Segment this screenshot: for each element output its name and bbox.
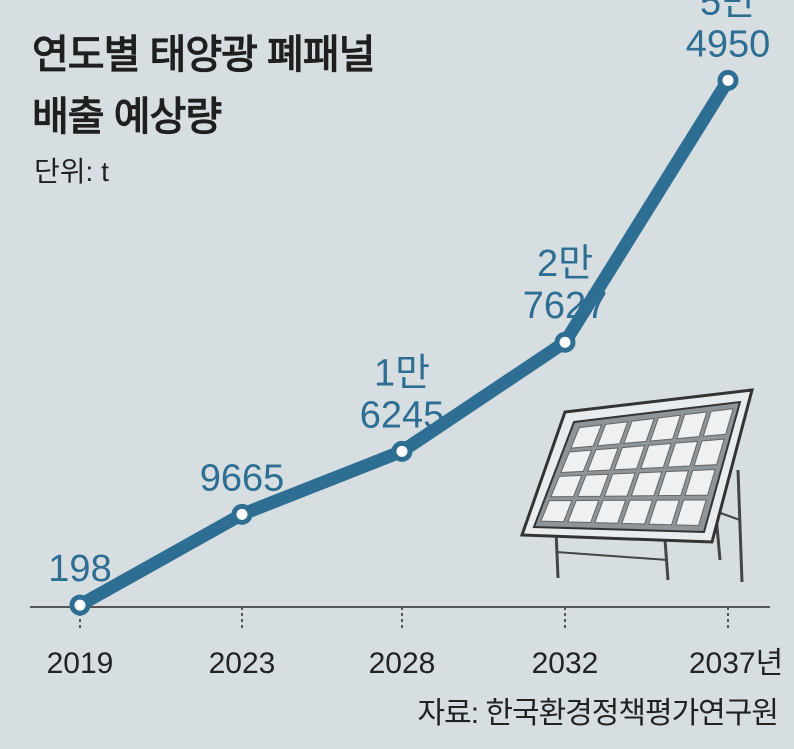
solar-panel-icon xyxy=(519,388,755,583)
data-point xyxy=(554,331,576,353)
solar-cell xyxy=(540,500,573,523)
solar-cell xyxy=(649,414,682,442)
x-tick-label: 2028 xyxy=(369,647,436,680)
data-point xyxy=(717,69,739,91)
solar-cell xyxy=(613,445,646,471)
solar-cell xyxy=(596,421,629,447)
solar-cell xyxy=(640,442,672,469)
solar-cell xyxy=(676,411,708,440)
solar-cell xyxy=(623,417,655,444)
data-label: 7627 xyxy=(523,285,608,327)
solar-cell xyxy=(550,474,583,498)
chart-title-line1: 연도별 태양광 폐패널 xyxy=(32,33,375,77)
solar-cell xyxy=(630,471,663,497)
solar-cell xyxy=(684,469,716,496)
x-tick-label: 2037년 xyxy=(689,647,783,680)
x-tick-label: 2032 xyxy=(532,647,599,680)
data-label: 5만 xyxy=(700,0,756,23)
solar-cell xyxy=(675,499,707,527)
solar-cell xyxy=(693,438,725,467)
solar-cell xyxy=(702,408,734,437)
data-label: 2만 xyxy=(537,243,593,285)
solar-cell xyxy=(648,499,680,526)
solar-cell xyxy=(586,447,619,472)
data-label: 6245 xyxy=(360,394,445,436)
solar-cell xyxy=(603,472,636,497)
unit-label: 단위: t xyxy=(34,156,109,187)
solar-cell xyxy=(570,424,603,449)
chart-title-line2: 배출 예상량 xyxy=(32,95,222,139)
solar-cell xyxy=(560,449,593,473)
solar-cell xyxy=(577,473,610,498)
solar-cell xyxy=(567,499,600,524)
data-point xyxy=(69,594,91,616)
solar-cell xyxy=(594,499,627,524)
data-label: 4950 xyxy=(686,23,771,65)
x-tick-label: 2023 xyxy=(209,647,276,680)
source-note: 자료: 한국환경정책평가연구원 xyxy=(417,697,779,730)
solar-cell xyxy=(657,470,690,497)
solar-cell xyxy=(666,440,699,468)
data-label: 9665 xyxy=(200,457,285,499)
solar-cell xyxy=(621,499,654,525)
x-tick-label: 2019 xyxy=(47,647,114,680)
data-label: 1만 xyxy=(374,352,430,394)
data-label: 198 xyxy=(48,548,111,590)
data-point xyxy=(231,503,253,525)
data-point xyxy=(391,440,413,462)
